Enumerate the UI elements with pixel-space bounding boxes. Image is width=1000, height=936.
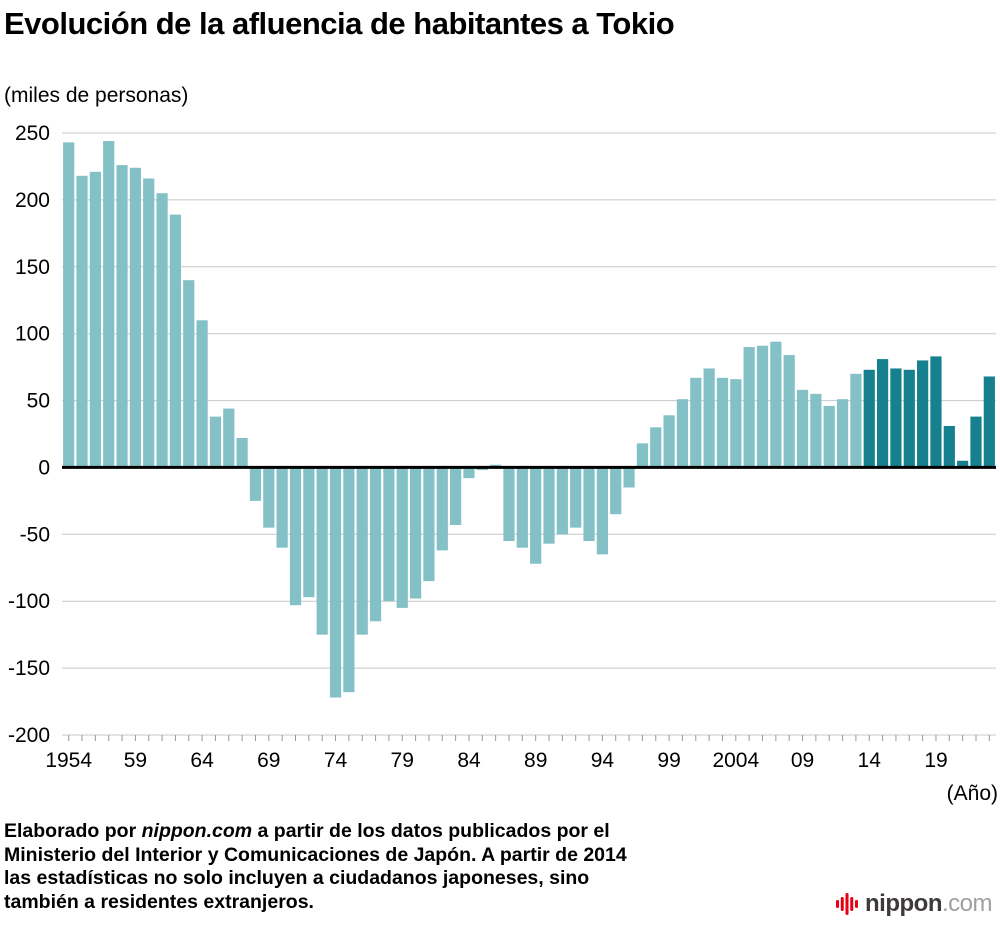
x-axis-caption: (Año) xyxy=(946,782,998,805)
svg-text:09: 09 xyxy=(791,749,814,772)
svg-text:69: 69 xyxy=(257,749,280,772)
svg-text:250: 250 xyxy=(15,122,50,145)
source-note: Elaborado por nippon.com a partir de los… xyxy=(4,820,627,913)
logo-tld: .com xyxy=(941,890,993,917)
svg-text:50: 50 xyxy=(27,390,50,413)
svg-text:-50: -50 xyxy=(20,523,50,546)
svg-text:79: 79 xyxy=(391,749,414,772)
svg-text:150: 150 xyxy=(15,256,50,279)
svg-text:1954: 1954 xyxy=(45,749,92,772)
logo-name: nippon xyxy=(865,890,942,917)
svg-text:89: 89 xyxy=(524,749,547,772)
y-axis-unit-label: (miles de personas) xyxy=(4,84,189,107)
svg-text:200: 200 xyxy=(15,189,50,212)
svg-text:14: 14 xyxy=(858,749,882,772)
svg-text:2004: 2004 xyxy=(712,749,759,772)
nippon-logo-text: nippon.com xyxy=(865,890,992,918)
chart-title: Evolución de la afluencia de habitantes … xyxy=(4,6,675,41)
svg-text:-150: -150 xyxy=(8,657,50,680)
nippon-logo: nippon.com xyxy=(836,890,993,918)
svg-text:99: 99 xyxy=(657,749,680,772)
svg-text:94: 94 xyxy=(591,749,615,772)
nippon-logo-mark-icon xyxy=(836,893,859,915)
svg-text:0: 0 xyxy=(38,456,50,479)
svg-text:100: 100 xyxy=(15,323,50,346)
svg-text:19: 19 xyxy=(924,749,947,772)
svg-text:84: 84 xyxy=(457,749,481,772)
svg-text:59: 59 xyxy=(124,749,147,772)
svg-text:-200: -200 xyxy=(8,724,50,747)
svg-text:74: 74 xyxy=(324,749,348,772)
svg-text:64: 64 xyxy=(190,749,214,772)
svg-text:-100: -100 xyxy=(8,590,50,613)
